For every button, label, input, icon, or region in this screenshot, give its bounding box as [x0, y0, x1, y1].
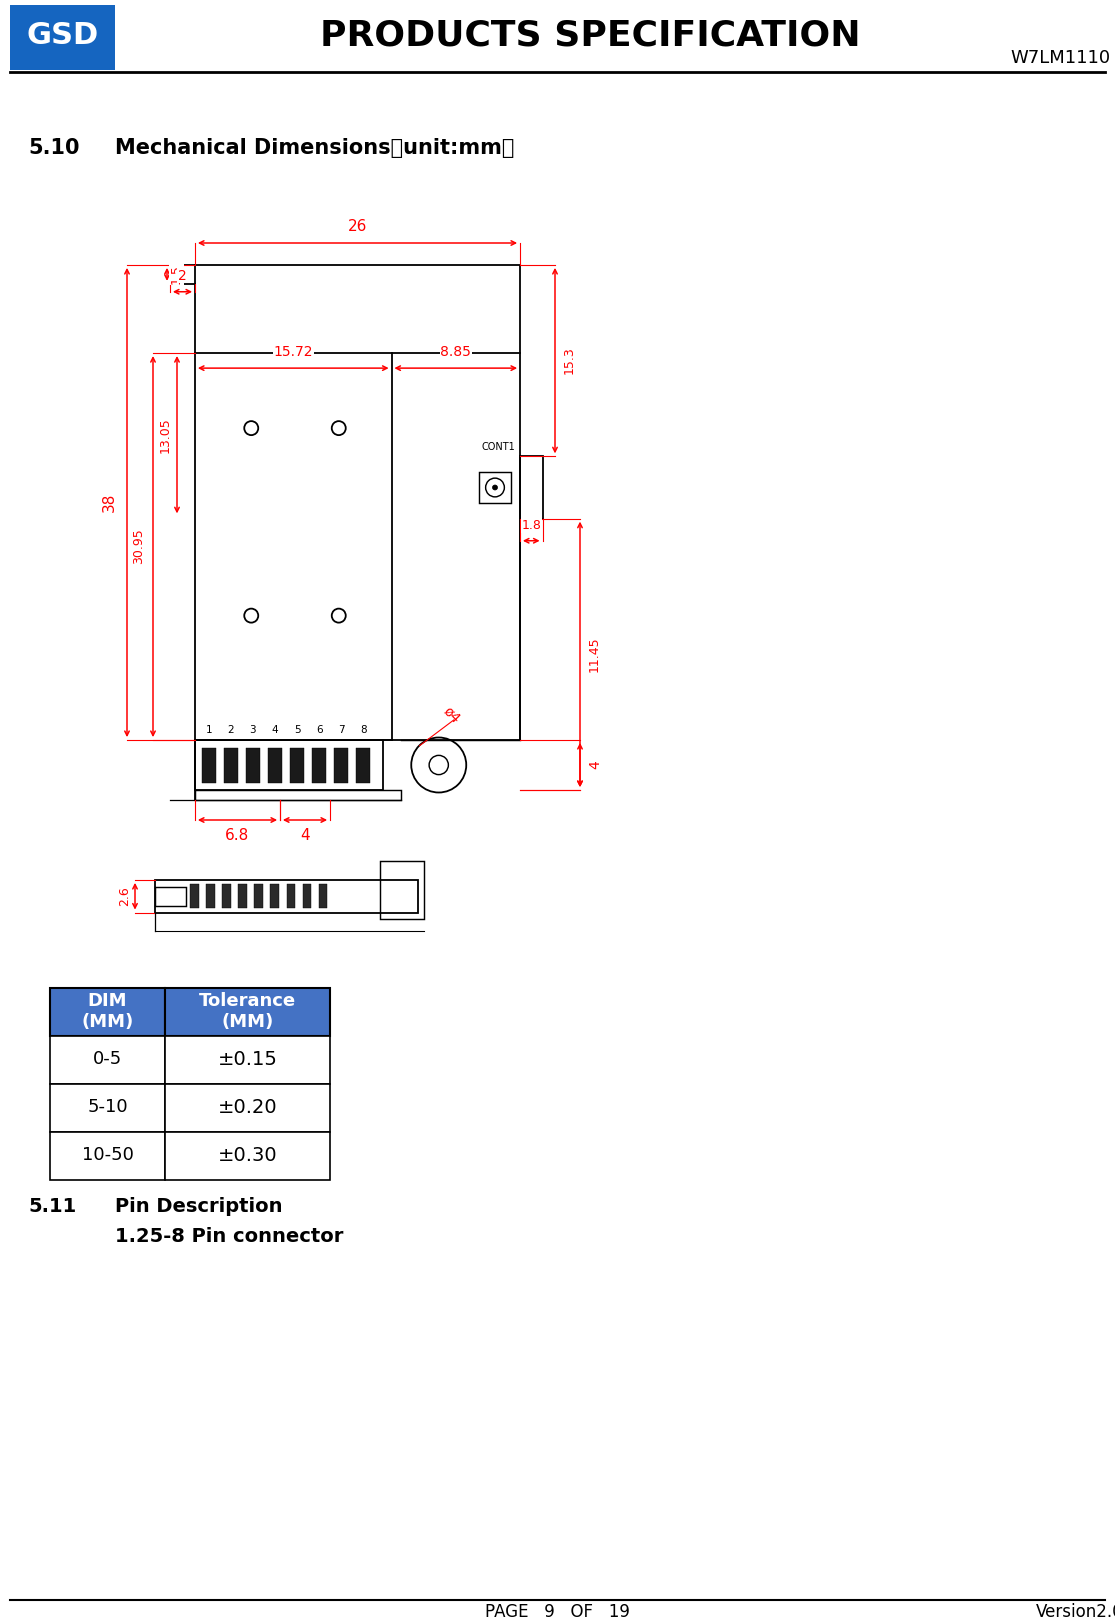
Bar	[165, 1132, 330, 1179]
Bar	[222, 884, 231, 908]
Text: 6.8: 6.8	[225, 827, 250, 843]
Text: 26: 26	[348, 219, 367, 234]
Text: 5: 5	[293, 725, 300, 735]
Circle shape	[493, 485, 497, 490]
Bar	[165, 988, 330, 1035]
Text: 4: 4	[588, 761, 602, 769]
Bar	[479, 472, 511, 503]
Bar	[195, 264, 520, 740]
Text: GSD: GSD	[27, 21, 98, 50]
Text: CONT1: CONT1	[482, 443, 515, 453]
Text: 1.8: 1.8	[522, 519, 541, 532]
Bar	[165, 1035, 330, 1083]
Text: 0-5: 0-5	[93, 1051, 123, 1069]
Bar	[520, 456, 543, 519]
Text: 13.05: 13.05	[159, 417, 172, 453]
Text: 8: 8	[360, 725, 367, 735]
Text: 5-10: 5-10	[87, 1098, 128, 1116]
Text: 30.95: 30.95	[132, 529, 145, 564]
Bar	[287, 884, 295, 908]
Text: 11.45: 11.45	[588, 636, 601, 672]
Bar	[50, 988, 165, 1035]
Text: 1.25-8 Pin connector: 1.25-8 Pin connector	[115, 1228, 343, 1246]
Text: ±0.20: ±0.20	[217, 1098, 278, 1118]
Bar	[195, 740, 382, 790]
Bar	[202, 748, 216, 782]
Text: Version2.0: Version2.0	[1036, 1603, 1115, 1620]
Text: Mechanical Dimensions（unit:mm）: Mechanical Dimensions（unit:mm）	[115, 138, 514, 157]
Bar	[302, 884, 311, 908]
Text: 2: 2	[227, 725, 234, 735]
Text: 5.10: 5.10	[28, 138, 79, 157]
Bar	[165, 1083, 330, 1132]
Bar	[155, 887, 186, 907]
Bar	[380, 861, 424, 918]
Bar	[50, 1083, 165, 1132]
Bar	[334, 748, 348, 782]
Text: 8.85: 8.85	[440, 345, 472, 358]
Text: ø4: ø4	[440, 704, 463, 727]
Text: 10-50: 10-50	[81, 1147, 134, 1165]
Bar	[268, 748, 282, 782]
Text: 7: 7	[338, 725, 345, 735]
Bar	[50, 1132, 165, 1179]
Text: 2.6: 2.6	[118, 886, 130, 907]
Bar	[50, 1035, 165, 1083]
Text: W7LM1110: W7LM1110	[1010, 49, 1111, 67]
Bar	[271, 884, 280, 908]
Text: ±0.30: ±0.30	[217, 1147, 278, 1165]
Text: 4: 4	[272, 725, 279, 735]
Bar	[10, 5, 115, 70]
Text: DIM
(MM): DIM (MM)	[81, 993, 134, 1032]
Bar	[319, 884, 328, 908]
Text: 1.5: 1.5	[169, 264, 183, 284]
Text: ±0.15: ±0.15	[217, 1049, 278, 1069]
Text: Tolerance
(MM): Tolerance (MM)	[198, 993, 297, 1032]
Text: Pin Description: Pin Description	[115, 1197, 282, 1216]
Bar	[224, 748, 237, 782]
Text: 5.11: 5.11	[28, 1197, 76, 1216]
Text: 6: 6	[316, 725, 322, 735]
Text: 15.3: 15.3	[563, 347, 576, 375]
Text: 4: 4	[300, 827, 310, 843]
Bar	[254, 884, 263, 908]
Bar	[290, 748, 304, 782]
Text: PAGE   9   OF   19: PAGE 9 OF 19	[485, 1603, 630, 1620]
Bar	[191, 884, 200, 908]
Bar	[312, 748, 327, 782]
Bar	[206, 884, 215, 908]
Text: 1: 1	[205, 725, 212, 735]
Bar	[245, 748, 260, 782]
Text: 15.72: 15.72	[273, 345, 313, 358]
Bar	[356, 748, 370, 782]
Text: PRODUCTS SPECIFICATION: PRODUCTS SPECIFICATION	[320, 19, 861, 54]
Text: 2: 2	[178, 269, 187, 282]
Text: 38: 38	[101, 493, 117, 513]
Bar	[195, 790, 401, 800]
Bar	[239, 884, 248, 908]
Text: 3: 3	[250, 725, 256, 735]
Bar	[155, 881, 417, 913]
